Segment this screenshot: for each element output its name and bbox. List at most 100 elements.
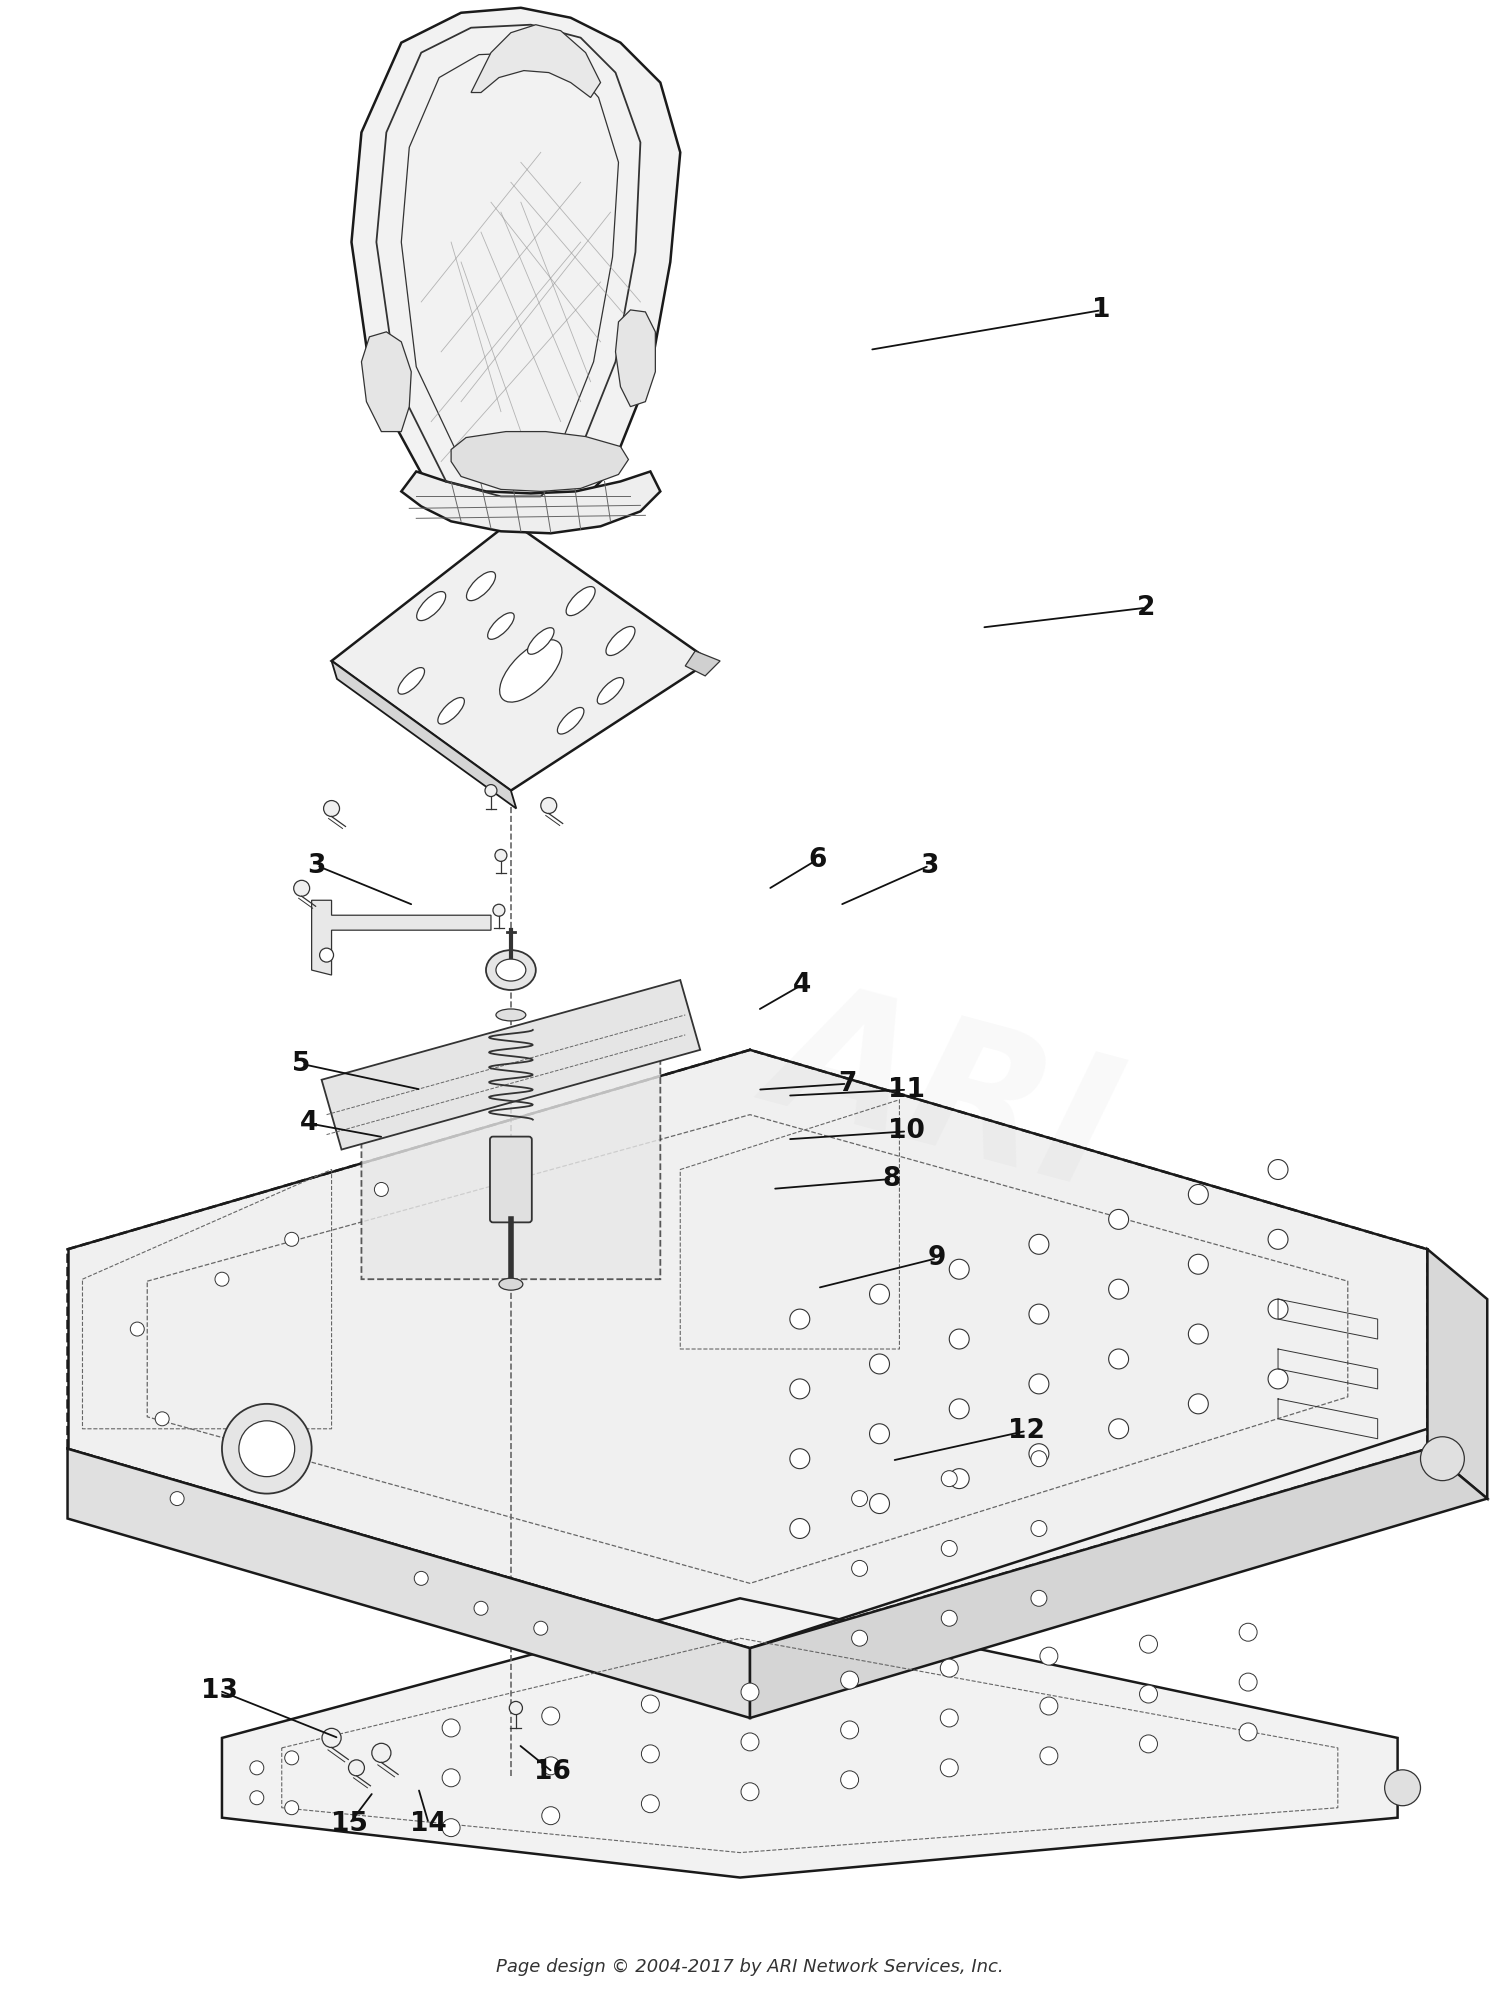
Circle shape — [1108, 1349, 1128, 1368]
Text: 11: 11 — [888, 1076, 926, 1102]
Ellipse shape — [558, 708, 584, 734]
Text: 4: 4 — [300, 1110, 318, 1136]
Circle shape — [1268, 1368, 1288, 1388]
Polygon shape — [686, 650, 720, 676]
Text: 8: 8 — [884, 1166, 902, 1191]
Circle shape — [1239, 1673, 1257, 1691]
Circle shape — [238, 1420, 294, 1476]
Polygon shape — [402, 471, 660, 533]
Circle shape — [1188, 1185, 1209, 1205]
Circle shape — [840, 1671, 858, 1689]
Circle shape — [510, 1701, 522, 1715]
Polygon shape — [68, 1448, 750, 1718]
Circle shape — [852, 1561, 867, 1577]
Circle shape — [852, 1631, 867, 1647]
Text: 15: 15 — [332, 1810, 368, 1836]
Text: 7: 7 — [839, 1070, 856, 1096]
Text: 12: 12 — [1008, 1418, 1046, 1444]
FancyBboxPatch shape — [490, 1136, 532, 1223]
Circle shape — [642, 1744, 660, 1762]
Circle shape — [1029, 1235, 1048, 1255]
Circle shape — [324, 800, 339, 817]
Circle shape — [741, 1782, 759, 1800]
Circle shape — [741, 1683, 759, 1701]
Circle shape — [940, 1709, 958, 1726]
Circle shape — [1268, 1160, 1288, 1179]
Circle shape — [542, 798, 556, 814]
Circle shape — [285, 1750, 298, 1764]
Circle shape — [1239, 1623, 1257, 1641]
Ellipse shape — [417, 591, 446, 621]
Circle shape — [1030, 1591, 1047, 1607]
Circle shape — [790, 1448, 810, 1468]
Circle shape — [942, 1470, 957, 1486]
Polygon shape — [332, 660, 516, 808]
Circle shape — [1108, 1279, 1128, 1299]
Text: 2: 2 — [1137, 595, 1155, 621]
Circle shape — [1188, 1255, 1209, 1275]
Circle shape — [1420, 1436, 1464, 1480]
Circle shape — [1384, 1770, 1420, 1806]
Circle shape — [940, 1659, 958, 1677]
Ellipse shape — [398, 668, 424, 694]
Circle shape — [372, 1742, 392, 1762]
Circle shape — [950, 1259, 969, 1279]
Ellipse shape — [496, 959, 526, 981]
Circle shape — [214, 1273, 230, 1287]
Circle shape — [1140, 1635, 1158, 1653]
Circle shape — [442, 1818, 460, 1836]
Text: 14: 14 — [411, 1810, 447, 1836]
Polygon shape — [222, 1599, 1398, 1878]
Circle shape — [870, 1285, 889, 1305]
Circle shape — [790, 1309, 810, 1329]
Circle shape — [442, 1718, 460, 1736]
Circle shape — [1040, 1746, 1058, 1764]
Polygon shape — [452, 432, 628, 491]
Polygon shape — [332, 521, 710, 790]
Circle shape — [1029, 1444, 1048, 1464]
Circle shape — [251, 1760, 264, 1774]
Circle shape — [170, 1492, 184, 1506]
Circle shape — [251, 1790, 264, 1804]
Circle shape — [642, 1794, 660, 1812]
Polygon shape — [471, 24, 600, 97]
Ellipse shape — [566, 587, 596, 617]
Polygon shape — [68, 1050, 1428, 1649]
Circle shape — [1029, 1305, 1048, 1325]
Ellipse shape — [488, 613, 514, 638]
Ellipse shape — [496, 1008, 526, 1020]
Circle shape — [534, 1621, 548, 1635]
Ellipse shape — [500, 1279, 523, 1291]
Circle shape — [870, 1424, 889, 1444]
Circle shape — [942, 1611, 957, 1627]
Text: 5: 5 — [292, 1050, 310, 1076]
Circle shape — [950, 1468, 969, 1488]
Circle shape — [870, 1494, 889, 1514]
Text: 13: 13 — [201, 1677, 238, 1705]
Circle shape — [1029, 1374, 1048, 1394]
Polygon shape — [362, 332, 411, 432]
Circle shape — [790, 1378, 810, 1398]
Text: Page design © 2004-2017 by ARI Network Services, Inc.: Page design © 2004-2017 by ARI Network S… — [496, 1959, 1004, 1977]
Circle shape — [642, 1695, 660, 1713]
Circle shape — [322, 1728, 340, 1748]
Polygon shape — [1428, 1249, 1488, 1498]
Text: ARI: ARI — [754, 965, 1134, 1223]
Circle shape — [840, 1720, 858, 1738]
Circle shape — [542, 1707, 560, 1724]
Circle shape — [542, 1756, 560, 1774]
Circle shape — [494, 905, 506, 917]
Circle shape — [840, 1770, 858, 1788]
Text: 3: 3 — [308, 853, 326, 879]
Circle shape — [285, 1800, 298, 1814]
Circle shape — [222, 1404, 312, 1494]
Text: 9: 9 — [927, 1245, 946, 1271]
Circle shape — [1140, 1734, 1158, 1752]
Circle shape — [154, 1412, 170, 1426]
Text: 3: 3 — [920, 853, 939, 879]
Circle shape — [414, 1571, 428, 1585]
Circle shape — [1030, 1520, 1047, 1536]
Text: 6: 6 — [808, 847, 826, 873]
Circle shape — [741, 1732, 759, 1750]
Ellipse shape — [486, 951, 536, 991]
